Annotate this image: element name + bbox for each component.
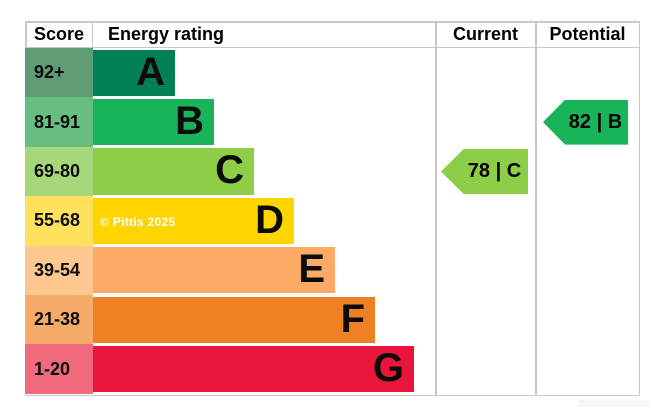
table-bottom-border [25, 394, 640, 397]
rating-band-bar: A [93, 49, 175, 96]
header-bottom-border [25, 46, 640, 49]
current-rating-marker: 78 | C [441, 149, 528, 194]
table-top-border [25, 21, 640, 23]
faint-footer-watermark [578, 400, 650, 407]
potential-rating-marker: 82 | B [543, 99, 628, 145]
score-range-cell: 21-38 [25, 295, 93, 345]
score-range-cell: 1-20 [25, 344, 93, 394]
rating-band-bar: D [93, 197, 294, 244]
table-left-border [25, 21, 27, 48]
current-rating-label: 78 | C [467, 160, 522, 182]
score-rating-divider [91, 21, 93, 48]
current-potential-divider [535, 21, 537, 396]
score-range-cell: 39-54 [25, 245, 93, 296]
score-range-cell: 69-80 [25, 146, 93, 197]
rating-band-bar: B [93, 99, 214, 146]
table-right-border [638, 21, 640, 396]
copyright-watermark: © Pittis 2025 [100, 215, 176, 229]
rating-band-bar: F [93, 296, 375, 343]
rating-band-bar: C [93, 148, 254, 195]
band-grade-letter: B [175, 99, 204, 144]
band-grade-letter: G [372, 346, 404, 391]
score-range-cell: 81-91 [25, 97, 93, 147]
band-grade-letter: D [255, 197, 284, 242]
score-range-cell: 92+ [25, 48, 93, 98]
band-grade-letter: C [215, 148, 244, 193]
band-grade-letter: F [340, 296, 365, 341]
column-header-potential: Potential [549, 24, 626, 44]
potential-rating-label: 82 | B [568, 110, 623, 133]
column-header-energy-rating: Energy rating [108, 24, 225, 44]
column-header-score: Score [33, 24, 85, 44]
score-range-cell: 55-68 [25, 196, 93, 246]
rating-band-bar: E [93, 247, 335, 294]
band-grade-letter: A [136, 49, 165, 94]
rating-current-divider [435, 21, 437, 396]
band-grade-letter: E [298, 247, 325, 292]
column-header-current: Current [452, 24, 518, 44]
rating-band-bar: G [93, 346, 414, 393]
